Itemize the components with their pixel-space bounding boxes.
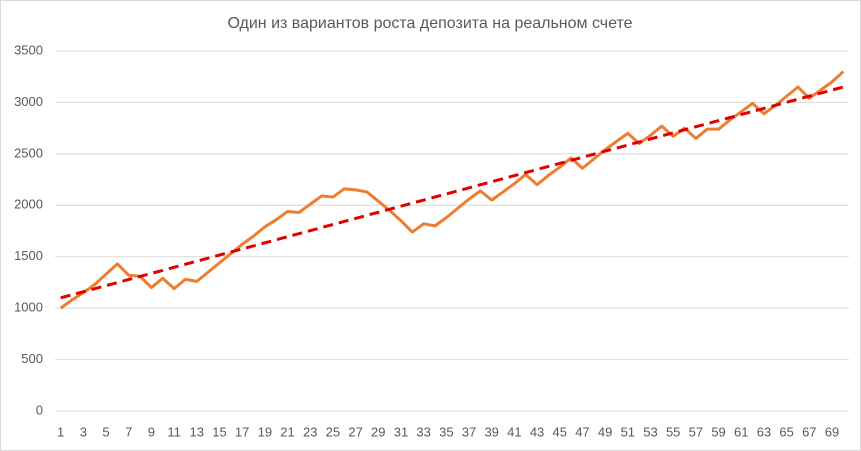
- x-tick-label: 15: [212, 424, 226, 439]
- x-tick-label: 37: [462, 424, 476, 439]
- x-tick-label: 7: [125, 424, 132, 439]
- y-tick-label: 0: [36, 402, 43, 417]
- x-tick-label: 47: [575, 424, 589, 439]
- x-tick-label: 11: [167, 424, 181, 439]
- x-tick-label: 65: [779, 424, 793, 439]
- x-tick-label: 25: [326, 424, 340, 439]
- x-tick-label: 23: [303, 424, 317, 439]
- x-tick-label: 17: [235, 424, 249, 439]
- y-tick-label: 1000: [14, 300, 43, 315]
- x-tick-label: 49: [598, 424, 612, 439]
- y-tick-label: 2000: [14, 197, 43, 212]
- x-tick-label: 55: [666, 424, 680, 439]
- x-tick-label: 9: [148, 424, 155, 439]
- x-tick-label: 61: [734, 424, 748, 439]
- x-tick-label: 33: [416, 424, 430, 439]
- data-line: [59, 70, 845, 310]
- x-tick-label: 27: [348, 424, 362, 439]
- x-tick-label: 53: [643, 424, 657, 439]
- x-tick-label: 3: [80, 424, 87, 439]
- x-tick-label: 1: [57, 424, 64, 439]
- x-tick-label: 45: [553, 424, 567, 439]
- y-tick-label: 2500: [14, 145, 43, 160]
- x-tick-label: 51: [621, 424, 635, 439]
- y-tick-label: 500: [21, 351, 43, 366]
- x-tick-label: 67: [802, 424, 816, 439]
- x-tick-label: 59: [711, 424, 725, 439]
- x-tick-label: 43: [530, 424, 544, 439]
- trend-line: [60, 85, 844, 300]
- x-tick-label: 41: [507, 424, 521, 439]
- x-tick-label: 31: [394, 424, 408, 439]
- x-tick-label: 39: [484, 424, 498, 439]
- x-tick-label: 19: [258, 424, 272, 439]
- x-tick-label: 35: [439, 424, 453, 439]
- y-tick-label: 1500: [14, 248, 43, 263]
- x-tick-label: 21: [280, 424, 294, 439]
- chart-title: Один из вариантов роста депозита на реал…: [227, 15, 632, 32]
- x-tick-label: 13: [190, 424, 204, 439]
- x-tick-label: 29: [371, 424, 385, 439]
- y-tick-label: 3500: [14, 42, 43, 57]
- x-tick-label: 63: [757, 424, 771, 439]
- x-tick-label: 5: [102, 424, 109, 439]
- y-tick-label: 3000: [14, 94, 43, 109]
- x-tick-label: 57: [689, 424, 703, 439]
- x-tick-label: 69: [825, 424, 839, 439]
